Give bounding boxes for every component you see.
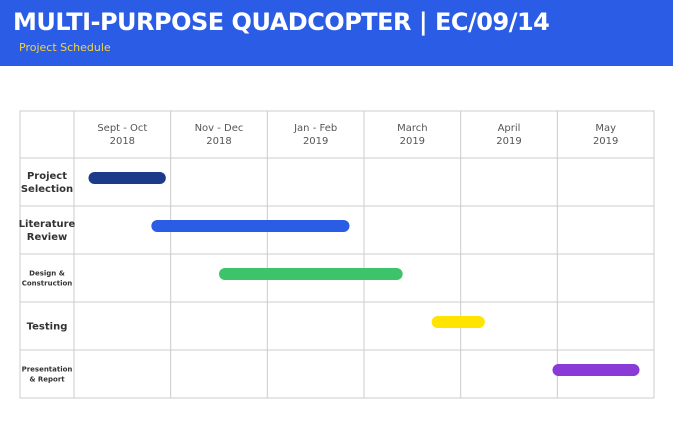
column-header-label: Sept - Oct 2018 bbox=[97, 123, 147, 147]
task-label: Project Selection bbox=[21, 171, 73, 195]
task-bar bbox=[88, 172, 166, 184]
page-subtitle: Project Schedule bbox=[19, 41, 111, 54]
header-band: MULTI-PURPOSE QUADCOPTER | EC/09/14 Proj… bbox=[0, 0, 673, 66]
task-bar bbox=[431, 316, 485, 328]
task-label: Testing bbox=[27, 322, 68, 333]
page-title: MULTI-PURPOSE QUADCOPTER | EC/09/14 bbox=[13, 8, 550, 36]
column-header-label: March 2019 bbox=[397, 123, 427, 147]
column-header-label: Nov - Dec 2018 bbox=[195, 123, 244, 147]
task-label: Design & Construction bbox=[22, 270, 73, 288]
task-bar bbox=[151, 220, 350, 232]
task-bar bbox=[552, 364, 640, 376]
column-header-label: May 2019 bbox=[593, 123, 618, 147]
column-header-label: April 2019 bbox=[496, 123, 521, 147]
task-label: Literature Review bbox=[19, 219, 76, 243]
task-bar bbox=[219, 268, 403, 280]
task-label: Presentation & Report bbox=[22, 366, 73, 384]
column-header-label: Jan - Feb 2019 bbox=[293, 123, 337, 147]
